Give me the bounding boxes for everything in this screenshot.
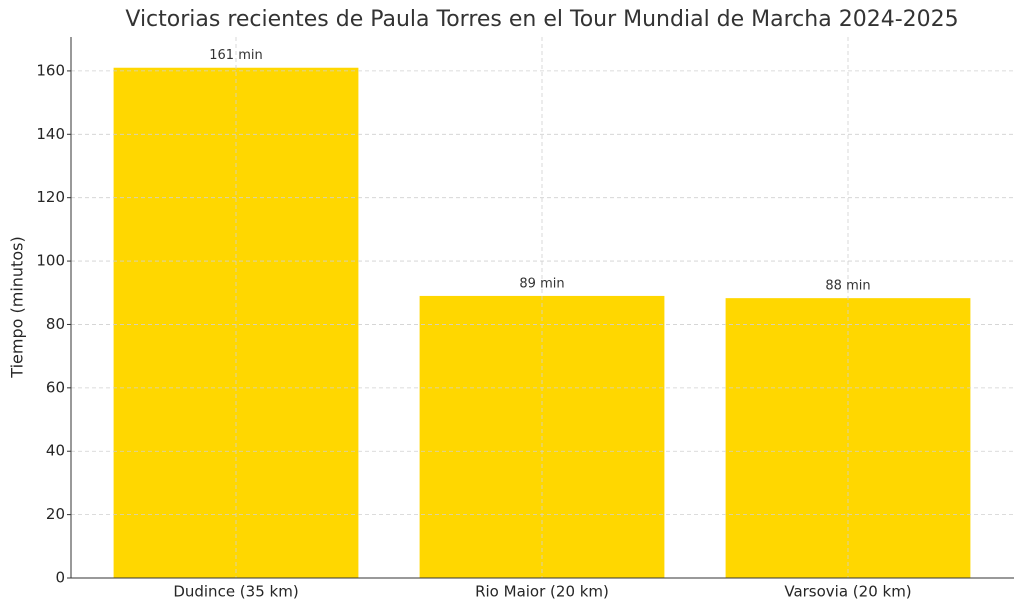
y-tick-label: 60 bbox=[46, 378, 65, 396]
chart-title: Victorias recientes de Paula Torres en e… bbox=[125, 7, 958, 32]
y-tick-label: 0 bbox=[55, 569, 65, 587]
y-tick-label: 40 bbox=[46, 442, 65, 460]
x-tick-label: Rio Maior (20 km) bbox=[475, 583, 609, 601]
value-label: 89 min bbox=[519, 276, 564, 291]
y-axis-label: Tiempo (minutos) bbox=[8, 236, 27, 378]
x-tick-label: Dudince (35 km) bbox=[173, 583, 298, 601]
y-tick-label: 20 bbox=[46, 505, 65, 523]
value-label: 88 min bbox=[825, 279, 870, 294]
y-tick-label: 100 bbox=[36, 252, 65, 270]
y-tick-label: 80 bbox=[46, 315, 65, 333]
y-tick-label: 140 bbox=[36, 125, 65, 143]
x-tick-label: Varsovia (20 km) bbox=[784, 583, 911, 601]
y-tick-label: 120 bbox=[36, 188, 65, 206]
value-label: 161 min bbox=[209, 48, 262, 63]
y-tick-label: 160 bbox=[36, 61, 65, 79]
